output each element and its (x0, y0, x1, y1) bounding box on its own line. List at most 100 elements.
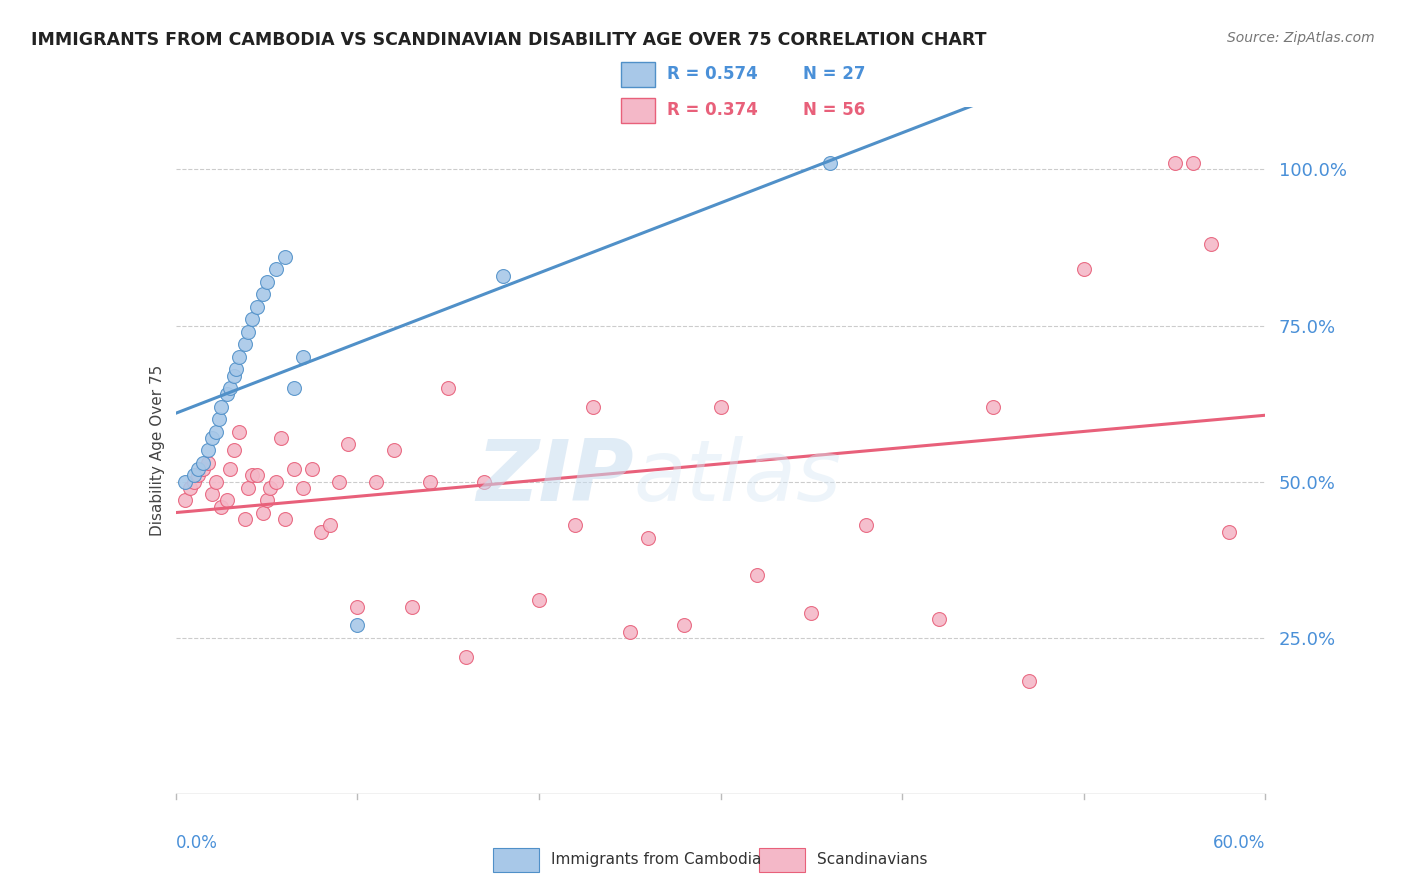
Point (1218, 524, 1240, 539)
Text: 0.0%: 0.0% (176, 834, 218, 852)
Point (219, 381, 242, 395)
Point (225, 362, 247, 376)
Point (800, 606, 823, 620)
Point (264, 262, 287, 277)
Point (274, 250, 297, 264)
Text: 60.0%: 60.0% (1213, 834, 1265, 852)
Point (201, 431, 224, 445)
Point (246, 468, 269, 483)
Point (228, 425, 250, 439)
Point (246, 300, 269, 314)
Point (228, 350, 250, 364)
Point (173, 475, 195, 489)
Point (197, 443, 219, 458)
Point (582, 400, 605, 414)
Point (291, 481, 314, 495)
Point (283, 381, 305, 395)
Point (301, 462, 323, 476)
Point (564, 518, 586, 533)
Point (319, 518, 342, 533)
Point (204, 425, 226, 439)
Bar (621, 62, 655, 87)
Point (259, 481, 281, 495)
Point (186, 468, 209, 483)
Point (191, 456, 214, 470)
Point (981, 400, 1004, 414)
Point (274, 512, 297, 526)
Point (283, 462, 305, 476)
Point (309, 524, 332, 539)
Point (209, 400, 232, 414)
Text: Scandinavians: Scandinavians (817, 852, 928, 867)
Point (183, 475, 205, 489)
Point (252, 506, 274, 520)
Point (215, 387, 238, 401)
Point (191, 462, 214, 476)
Point (710, 400, 733, 414)
Bar (621, 98, 655, 122)
Point (264, 475, 287, 489)
Point (1163, 156, 1185, 170)
Point (527, 593, 550, 607)
Point (928, 612, 950, 626)
Point (222, 368, 245, 383)
Point (637, 531, 659, 545)
Point (208, 412, 231, 426)
Point (1199, 237, 1222, 252)
Point (256, 275, 278, 289)
Point (240, 468, 263, 483)
Point (197, 456, 219, 470)
Text: N = 27: N = 27 (803, 65, 866, 83)
Point (215, 493, 238, 508)
Point (256, 493, 278, 508)
Point (1181, 156, 1204, 170)
Point (186, 462, 209, 476)
Point (401, 599, 423, 614)
Point (619, 624, 641, 639)
Text: Source: ZipAtlas.com: Source: ZipAtlas.com (1227, 31, 1375, 45)
Point (337, 437, 360, 451)
Point (240, 312, 263, 326)
Point (252, 287, 274, 301)
Text: ZIP: ZIP (475, 436, 633, 519)
Point (419, 475, 441, 489)
Point (219, 462, 242, 476)
Point (456, 649, 478, 664)
Point (745, 568, 768, 582)
Bar (759, 847, 806, 872)
Point (474, 475, 496, 489)
Text: R = 0.374: R = 0.374 (668, 102, 758, 120)
Point (201, 487, 224, 501)
Point (346, 599, 368, 614)
Text: R = 0.574: R = 0.574 (668, 65, 758, 83)
Point (238, 481, 260, 495)
Point (492, 268, 515, 283)
Point (364, 475, 387, 489)
Point (233, 337, 256, 351)
Point (818, 156, 841, 170)
Point (270, 431, 292, 445)
Point (179, 481, 201, 495)
Text: N = 56: N = 56 (803, 102, 866, 120)
Point (437, 381, 460, 395)
Point (382, 443, 405, 458)
Point (209, 500, 232, 514)
Text: IMMIGRANTS FROM CAMBODIA VS SCANDINAVIAN DISABILITY AGE OVER 75 CORRELATION CHAR: IMMIGRANTS FROM CAMBODIA VS SCANDINAVIAN… (31, 31, 987, 49)
Point (346, 618, 368, 632)
Point (183, 468, 205, 483)
Point (173, 493, 195, 508)
Text: atlas: atlas (633, 436, 841, 519)
Point (204, 475, 226, 489)
Point (291, 350, 314, 364)
Point (1073, 262, 1095, 277)
Point (222, 443, 245, 458)
Bar (492, 847, 538, 872)
Point (1018, 674, 1040, 689)
Y-axis label: Disability Age Over 75: Disability Age Over 75 (149, 365, 165, 536)
Point (238, 325, 260, 339)
Point (328, 475, 350, 489)
Point (233, 512, 256, 526)
Text: Immigrants from Cambodia: Immigrants from Cambodia (551, 852, 762, 867)
Point (673, 618, 696, 632)
Point (855, 518, 877, 533)
